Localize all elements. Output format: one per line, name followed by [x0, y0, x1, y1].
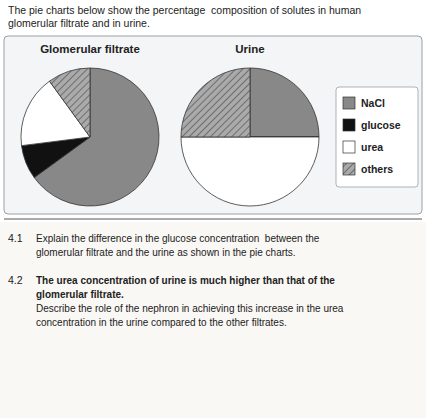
- pie-slice: [181, 68, 250, 137]
- chart-title: Urine: [235, 43, 264, 55]
- page-title: The pie charts below show the percentage…: [8, 4, 361, 16]
- legend: NaCl glucose urea others: [336, 87, 418, 187]
- page: The pie charts below show the percentage…: [0, 0, 426, 418]
- separator: [4, 219, 422, 220]
- question-text: concentration in the urine compared to t…: [36, 317, 287, 328]
- question-number: 4.1: [8, 232, 23, 244]
- legend-box: [336, 87, 418, 187]
- pie-chart: Glomerular filtrate: [21, 43, 159, 206]
- legend-swatch: [343, 119, 355, 131]
- question-number: 4.2: [8, 274, 23, 286]
- question-text: glomerular filtrate and the urine as sho…: [36, 247, 296, 258]
- legend-swatch: [343, 163, 355, 175]
- chart-panel: [4, 36, 422, 214]
- question-text: Describe the role of the nephron in achi…: [36, 303, 344, 314]
- legend-entry: urea: [361, 141, 383, 153]
- legend-entry: glucose: [361, 119, 401, 131]
- pie-slice: [250, 68, 319, 137]
- pie-chart: Urine: [181, 43, 319, 206]
- page-title: glomerular filtrate and in urine.: [8, 17, 150, 29]
- question-text: glomerular filtrate.: [36, 289, 124, 300]
- pie-slice: [49, 68, 90, 137]
- legend-swatch: [343, 97, 355, 109]
- question-text: Explain the difference in the glucose co…: [36, 233, 320, 244]
- legend-swatch: [343, 141, 355, 153]
- pie-slice: [181, 137, 319, 206]
- question-area: [0, 222, 426, 418]
- legend-entry: NaCl: [361, 97, 385, 109]
- chart-title: Glomerular filtrate: [40, 43, 140, 55]
- legend-entry: others: [361, 163, 393, 175]
- question-text: The urea concentration of urine is much …: [36, 275, 335, 286]
